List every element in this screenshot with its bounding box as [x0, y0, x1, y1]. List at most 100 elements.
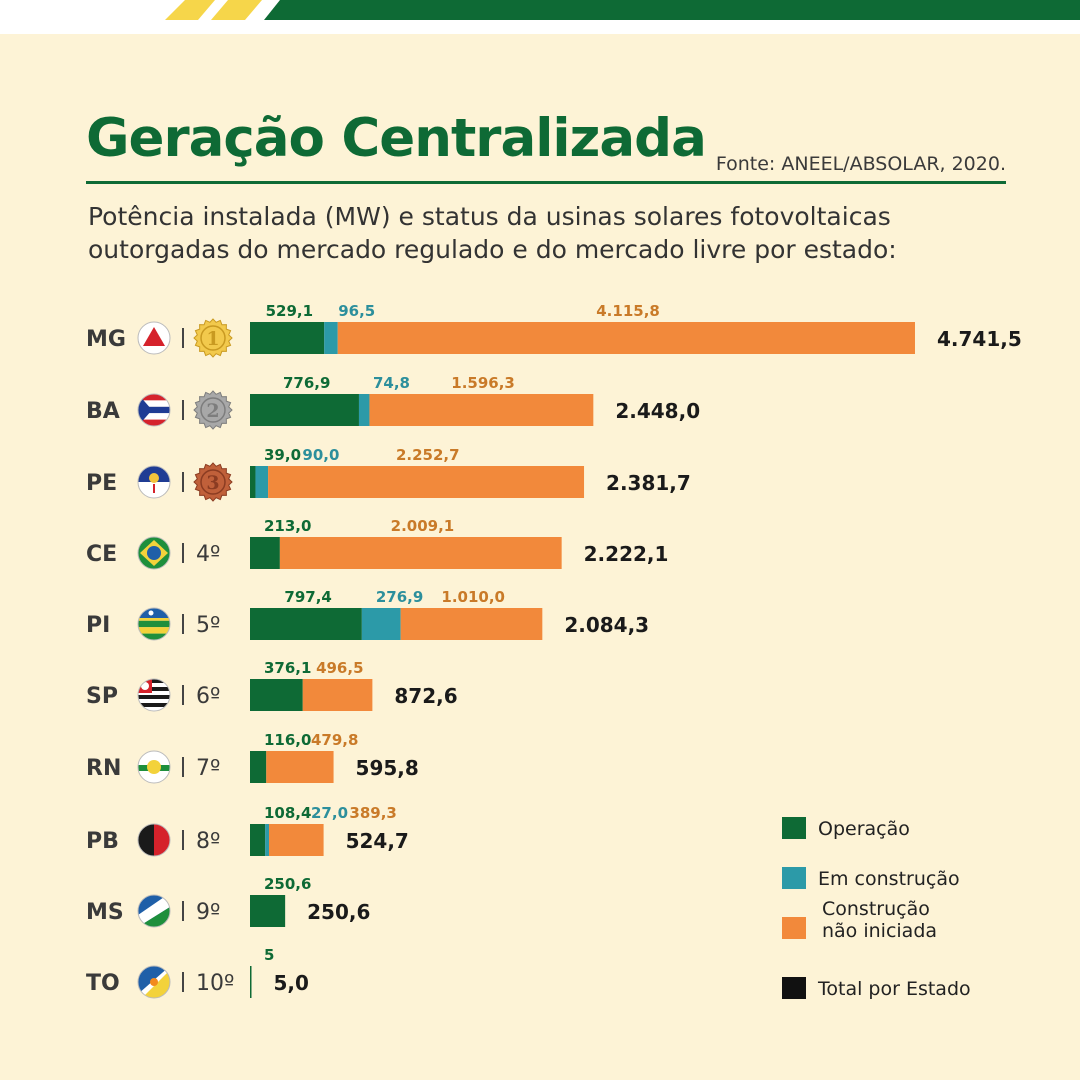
separator-bar [182, 543, 184, 563]
bar-segment [250, 394, 359, 426]
bar-segment [266, 751, 334, 783]
flag-icon-rn [137, 750, 171, 784]
bar-segment [337, 322, 915, 354]
state-label: MS [86, 900, 124, 925]
total-value-label: 595,8 [356, 756, 419, 780]
bar-segment [324, 322, 338, 354]
medal-icon-1: 1 [193, 318, 233, 358]
legend-swatch [782, 977, 806, 999]
bar-segment [250, 322, 325, 354]
chart-subtitle: Potência instalada (MW) e status da usin… [88, 202, 897, 264]
legend-swatch [782, 817, 806, 839]
flag-icon-mg [137, 321, 171, 355]
rank-label: 7º [196, 756, 220, 781]
rank-label: 10º [196, 971, 234, 996]
bar-segment [361, 608, 401, 640]
bar-segment [268, 466, 585, 498]
medal-icon-2: 2 [193, 390, 233, 430]
segment-value-label: 39,0 [264, 446, 301, 464]
bar-segment [358, 394, 370, 426]
segment-value-label: 5 [264, 946, 274, 964]
total-value-label: 4.741,5 [937, 327, 1022, 351]
flag-icon-sp [137, 678, 171, 712]
segment-value-label: 1.010,0 [441, 588, 505, 606]
bar-segment [250, 466, 256, 498]
segment-value-label: 479,8 [311, 731, 358, 749]
segment-value-label: 776,9 [283, 374, 330, 392]
bar-segment [250, 966, 252, 998]
legend-label: Total por Estado [817, 978, 971, 1000]
rank-label: 8º [196, 829, 220, 854]
segment-value-label: 108,4 [264, 804, 311, 822]
segment-value-label: 376,1 [264, 659, 311, 677]
segment-value-label: 116,0 [264, 731, 311, 749]
bar-segment [250, 895, 286, 927]
medal-rank-label: 3 [206, 472, 219, 494]
separator-bar [182, 972, 184, 992]
segment-value-label: 389,3 [349, 804, 396, 822]
flag-icon-pb [137, 823, 171, 857]
segment-value-label: 96,5 [338, 302, 375, 320]
rank-label: 4º [196, 542, 220, 567]
segment-value-label: 1.596,3 [451, 374, 515, 392]
state-label: SP [86, 684, 118, 709]
bar-segment [250, 608, 362, 640]
banner-stripes [165, 0, 1080, 20]
total-value-label: 2.084,3 [564, 613, 649, 637]
total-value-label: 2.222,1 [584, 542, 669, 566]
top-banner [0, 0, 1080, 34]
total-value-label: 872,6 [394, 684, 457, 708]
total-value-label: 5,0 [274, 971, 309, 995]
medal-rank-label: 1 [206, 328, 219, 350]
page-title: Geração Centralizada [86, 108, 707, 169]
state-label: PB [86, 829, 119, 854]
total-value-label: 2.448,0 [615, 399, 700, 423]
bar-segment [369, 394, 594, 426]
segment-value-label: 74,8 [373, 374, 410, 392]
separator-bar [182, 328, 184, 348]
bar-segment [279, 537, 562, 569]
state-label: TO [86, 971, 120, 996]
segment-value-label: 213,0 [264, 517, 311, 535]
segment-value-label: 797,4 [284, 588, 331, 606]
bar-segment [302, 679, 373, 711]
segment-value-label: 250,6 [264, 875, 311, 893]
bar-segment [265, 824, 269, 856]
separator-bar [182, 472, 184, 492]
segment-value-label: 529,1 [266, 302, 313, 320]
legend-label: Operação [818, 818, 910, 840]
segment-value-label: 4.115,8 [596, 302, 660, 320]
segment-value-label: 276,9 [376, 588, 423, 606]
state-label: CE [86, 542, 117, 567]
separator-bar [182, 614, 184, 634]
bar-segment [255, 466, 269, 498]
flag-icon-ba [137, 393, 171, 427]
total-value-label: 524,7 [346, 829, 409, 853]
separator-bar [182, 830, 184, 850]
medal-icon-3: 3 [193, 462, 233, 502]
bar-segment [250, 824, 266, 856]
state-label: MG [86, 327, 126, 352]
legend-swatch [782, 867, 806, 889]
rank-label: 5º [196, 613, 220, 638]
flag-icon-ce [137, 536, 171, 570]
flag-icon-to [137, 965, 171, 999]
legend-swatch [782, 917, 806, 939]
total-value-label: 2.381,7 [606, 471, 691, 495]
segment-value-label: 2.252,7 [396, 446, 460, 464]
title-underline [86, 181, 1006, 184]
separator-bar [182, 685, 184, 705]
segment-value-label: 2.009,1 [391, 517, 455, 535]
state-label: PI [86, 613, 110, 638]
bar-segment [400, 608, 543, 640]
rank-label: 9º [196, 900, 220, 925]
bar-segment [250, 751, 267, 783]
separator-bar [182, 901, 184, 921]
source-note: Fonte: ANEEL/ABSOLAR, 2020. [715, 153, 1006, 175]
legend-label: não iniciada [822, 920, 937, 942]
segment-value-label: 90,0 [302, 446, 339, 464]
state-label: PE [86, 471, 117, 496]
flag-icon-ms [137, 894, 171, 928]
segment-value-label: 496,5 [316, 659, 363, 677]
